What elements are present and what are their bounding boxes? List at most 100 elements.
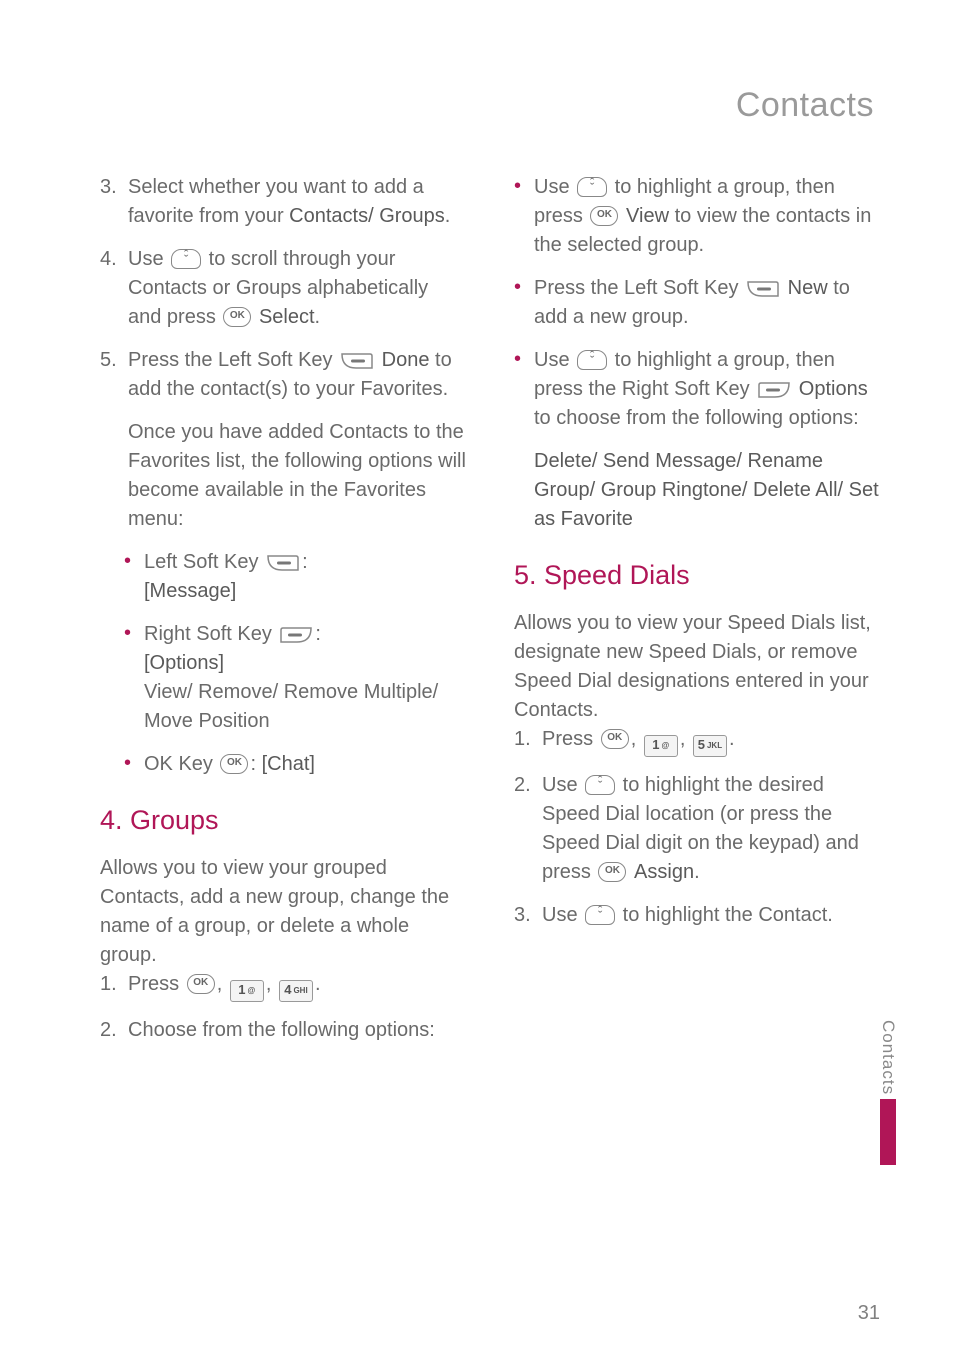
ok-key-icon xyxy=(598,862,626,882)
bullet-dot: • xyxy=(514,173,534,260)
section-heading-speed-dials: 5. Speed Dials xyxy=(514,556,880,595)
ok-key-icon xyxy=(590,206,618,226)
key-1-icon: 1@ xyxy=(230,980,264,1002)
bullet-body: Right Soft Key : [Options] View/ Remove/… xyxy=(144,620,466,736)
step-4: 4. Use to scroll through your Contacts o… xyxy=(100,245,466,332)
groups-intro: Allows you to view your grouped Contacts… xyxy=(100,854,466,970)
text: : xyxy=(315,623,321,645)
content-columns: 3. Select whether you want to add a favo… xyxy=(100,173,880,1059)
step-number: 4. xyxy=(100,245,128,332)
text: View/ Remove/ Remove Multiple/ Move Posi… xyxy=(144,681,438,732)
bold-text: Assign xyxy=(634,861,694,883)
right-soft-key-icon xyxy=(279,626,313,644)
step-body: Use to scroll through your Contacts or G… xyxy=(128,245,466,332)
bullet-lsk: • Left Soft Key : [Message] xyxy=(100,548,466,606)
key-4-icon: 4GHI xyxy=(279,980,313,1002)
bold-text: Select xyxy=(259,306,315,328)
text: Right Soft Key xyxy=(144,623,277,645)
bullet-new-group: • Press the Left Soft Key New to add a n… xyxy=(514,274,880,332)
sd-step-1: 1. Press , 1@, 5JKL. xyxy=(514,725,880,756)
side-tab: Contacts xyxy=(878,1020,898,1165)
text: to choose from the following options: xyxy=(534,407,859,429)
bullet-view-group: • Use to highlight a group, then press V… xyxy=(514,173,880,260)
left-column: 3. Select whether you want to add a favo… xyxy=(100,173,466,1059)
side-tab-label: Contacts xyxy=(878,1020,898,1095)
speed-dials-intro: Allows you to view your Speed Dials list… xyxy=(514,609,880,725)
nav-key-icon xyxy=(171,249,201,269)
step-number: 2. xyxy=(514,771,542,887)
bullet-body: Press the Left Soft Key New to add a new… xyxy=(534,274,880,332)
step-3: 3. Select whether you want to add a favo… xyxy=(100,173,466,231)
bullet-dot: • xyxy=(514,346,534,534)
sd-step-2: 2. Use to highlight the desired Speed Di… xyxy=(514,771,880,887)
text: Press xyxy=(128,973,185,995)
text: Left Soft Key xyxy=(144,551,264,573)
text: , xyxy=(631,728,642,750)
bullet-ok: • OK Key : [Chat] xyxy=(100,750,466,779)
step-body: Press the Left Soft Key Done to add the … xyxy=(128,346,466,534)
nav-key-icon xyxy=(585,905,615,925)
text: . xyxy=(315,973,321,995)
groups-step-1: 1. Press , 1@, 4GHI. xyxy=(100,970,466,1001)
left-soft-key-icon xyxy=(266,554,300,572)
bullet-body: Use to highlight a group, then press Vie… xyxy=(534,173,880,260)
page-number: 31 xyxy=(858,1302,880,1325)
text: Press the Left Soft Key xyxy=(128,349,338,371)
bullet-dot: • xyxy=(124,620,144,736)
right-soft-key-icon xyxy=(757,381,791,399)
bold-text: [Options] xyxy=(144,652,224,674)
text: Use xyxy=(542,904,583,926)
bullet-group-options: • Use to highlight a group, then press t… xyxy=(514,346,880,534)
text: OK Key xyxy=(144,753,218,775)
left-soft-key-icon xyxy=(340,352,374,370)
step-number: 2. xyxy=(100,1016,128,1045)
step-number: 1. xyxy=(514,725,542,756)
step-body: Press , 1@, 4GHI. xyxy=(128,970,466,1001)
step-number: 5. xyxy=(100,346,128,534)
text: Press xyxy=(542,728,599,750)
text: , xyxy=(680,728,691,750)
step-body: Use to highlight the Contact. xyxy=(542,901,880,930)
nav-key-icon xyxy=(585,775,615,795)
bold-text: [Message] xyxy=(144,580,236,602)
bullet-dot: • xyxy=(514,274,534,332)
bullet-dot: • xyxy=(124,750,144,779)
step-body: Use to highlight the desired Speed Dial … xyxy=(542,771,880,887)
text: , xyxy=(217,973,228,995)
text: Once you have added Contacts to the Favo… xyxy=(128,418,466,534)
step-body: Choose from the following options: xyxy=(128,1016,466,1045)
ok-key-icon xyxy=(223,307,251,327)
step-number: 1. xyxy=(100,970,128,1001)
step-5: 5. Press the Left Soft Key Done to add t… xyxy=(100,346,466,534)
nav-key-icon xyxy=(577,350,607,370)
nav-key-icon xyxy=(577,177,607,197)
text: Use xyxy=(128,248,169,270)
section-heading-groups: 4. Groups xyxy=(100,801,466,840)
ok-key-icon xyxy=(187,974,215,994)
right-column: • Use to highlight a group, then press V… xyxy=(514,173,880,1059)
key-1-icon: 1@ xyxy=(644,735,678,757)
ok-key-icon xyxy=(601,729,629,749)
bold-text: [Chat] xyxy=(262,753,315,775)
text: : xyxy=(250,753,261,775)
bullet-rsk: • Right Soft Key : [Options] View/ Remov… xyxy=(100,620,466,736)
side-tab-bar xyxy=(880,1099,896,1165)
bold-text: Done xyxy=(382,349,430,371)
bullet-body: Use to highlight a group, then press the… xyxy=(534,346,880,534)
text: Use xyxy=(542,774,583,796)
text: , xyxy=(266,973,277,995)
text: Use xyxy=(534,349,575,371)
ok-key-icon xyxy=(220,754,248,774)
left-soft-key-icon xyxy=(746,280,780,298)
text: . xyxy=(445,205,451,227)
step-body: Press , 1@, 5JKL. xyxy=(542,725,880,756)
text: Press the Left Soft Key xyxy=(534,277,744,299)
page-title: Contacts xyxy=(100,86,880,125)
step-body: Select whether you want to add a favorit… xyxy=(128,173,466,231)
bullet-body: Left Soft Key : [Message] xyxy=(144,548,466,606)
text: . xyxy=(315,306,321,328)
bold-text: New xyxy=(788,277,828,299)
key-5-icon: 5JKL xyxy=(693,735,727,757)
sd-step-3: 3. Use to highlight the Contact. xyxy=(514,901,880,930)
text: to highlight the Contact. xyxy=(617,904,833,926)
